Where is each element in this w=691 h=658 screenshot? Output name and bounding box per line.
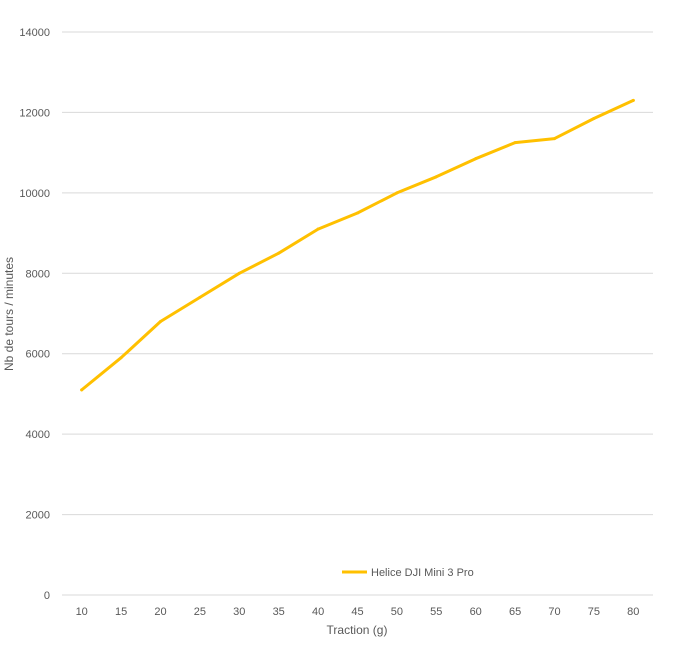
x-tick-label: 50 [391,606,403,618]
x-tick-label: 75 [588,606,600,618]
data-point [434,175,438,179]
gridlines [62,31,653,596]
y-axis-label: Nb de tours / minutes [2,257,16,371]
data-point [592,116,596,120]
series-line [80,98,635,392]
y-tick-label: 0 [44,590,50,602]
data-point [198,295,202,299]
y-tick-label: 2000 [26,510,50,522]
x-tick-label: 70 [548,606,560,618]
x-axis-label: Traction (g) [327,623,388,637]
x-axis-ticks: 10 15 20 25 30 35 40 45 50 55 60 65 70 75 80 [76,606,640,618]
x-tick-label: 15 [115,606,127,618]
y-tick-label: 8000 [26,268,50,280]
data-point [80,388,84,392]
data-point [513,141,517,145]
data-point [474,157,478,161]
x-tick-label: 20 [154,606,166,618]
data-point [631,98,635,102]
x-tick-label: 40 [312,606,324,618]
y-tick-label: 12000 [19,107,50,119]
data-point [395,191,399,195]
legend: Helice DJI Mini 3 Pro [342,567,474,579]
series-layer [80,98,635,392]
data-point [277,251,281,255]
x-tick-label: 80 [627,606,639,618]
y-tick-label: 14000 [19,27,50,39]
y-tick-label: 6000 [26,349,50,361]
x-tick-label: 60 [470,606,482,618]
x-tick-label: 30 [233,606,245,618]
data-point [119,356,123,360]
x-tick-label: 55 [430,606,442,618]
y-tick-label: 10000 [19,188,50,200]
data-point [237,271,241,275]
y-axis-ticks: 0 2000 4000 6000 8000 10000 12000 14000 [19,27,50,602]
data-point [553,137,556,141]
y-tick-label: 4000 [26,429,50,441]
data-point [356,211,359,215]
data-point [316,227,320,231]
legend-label: Helice DJI Mini 3 Pro [371,567,474,579]
x-tick-label: 25 [194,606,206,618]
data-point [159,320,162,324]
x-tick-label: 35 [273,606,285,618]
x-tick-label: 65 [509,606,521,618]
x-tick-label: 10 [76,606,88,618]
x-tick-label: 45 [351,606,363,618]
